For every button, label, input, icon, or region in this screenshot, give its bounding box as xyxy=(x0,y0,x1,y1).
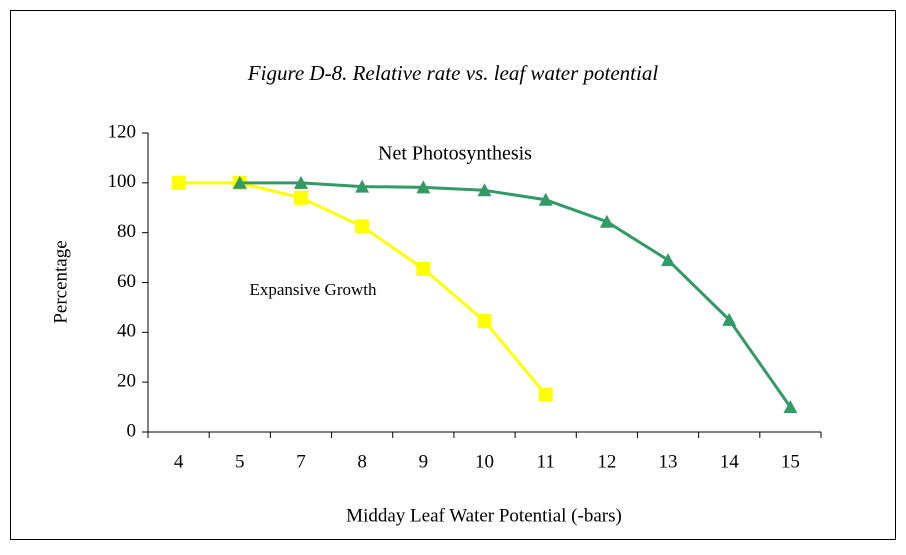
series-label: Expansive Growth xyxy=(249,280,377,299)
x-tick-label: 13 xyxy=(659,451,678,472)
marker xyxy=(355,219,370,234)
chart-title: Figure D-8. Relative rate vs. leaf water… xyxy=(247,61,659,85)
series-line xyxy=(239,181,792,408)
marker xyxy=(293,175,308,189)
x-tick-label: 11 xyxy=(537,451,555,472)
x-tick-label: 5 xyxy=(235,451,245,472)
x-tick-label: 14 xyxy=(720,451,740,472)
y-tick-label: 40 xyxy=(117,321,136,342)
marker xyxy=(599,214,614,228)
marker xyxy=(416,261,431,276)
y-tick-label: 20 xyxy=(117,371,136,392)
marker xyxy=(722,312,737,326)
marker xyxy=(477,183,492,197)
y-tick-label: 100 xyxy=(108,171,137,192)
y-tick-label: 80 xyxy=(117,221,136,242)
y-tick-label: 120 xyxy=(108,121,137,142)
x-tick-label: 7 xyxy=(296,451,306,472)
series-label: Net Photosynthesis xyxy=(378,143,532,165)
x-tick-label: 15 xyxy=(781,451,800,472)
x-tick-label: 10 xyxy=(475,451,494,472)
chart-frame xyxy=(10,10,896,540)
x-tick-label: 9 xyxy=(419,451,429,472)
marker xyxy=(538,192,553,206)
marker xyxy=(661,253,676,267)
x-axis-label: Midday Leaf Water Potential (-bars) xyxy=(346,505,622,526)
marker xyxy=(293,190,308,205)
marker xyxy=(783,400,798,414)
marker xyxy=(538,387,553,402)
y-axis-label: Percentage xyxy=(50,240,71,323)
y-tick-label: 60 xyxy=(117,271,136,292)
marker xyxy=(355,179,370,193)
marker xyxy=(171,175,186,190)
marker xyxy=(232,175,247,189)
marker xyxy=(477,314,492,329)
y-tick-label: 0 xyxy=(127,420,137,441)
x-tick-label: 12 xyxy=(597,451,616,472)
x-tick-label: 8 xyxy=(357,451,367,472)
x-tick-label: 4 xyxy=(174,451,184,472)
marker xyxy=(416,180,431,194)
